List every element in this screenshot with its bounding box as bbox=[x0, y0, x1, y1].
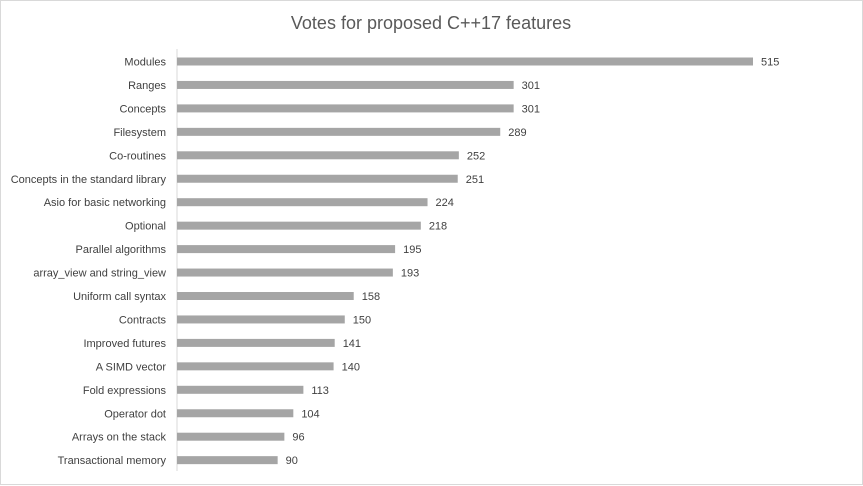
bar-14 bbox=[177, 385, 304, 394]
bar-13 bbox=[177, 362, 334, 371]
bars-group bbox=[177, 57, 753, 465]
category-label-0: Modules bbox=[124, 57, 166, 69]
bar-16 bbox=[177, 432, 285, 441]
category-label-10: Uniform call syntax bbox=[73, 291, 166, 303]
bar-0 bbox=[177, 57, 753, 66]
value-label-1: 301 bbox=[522, 80, 540, 92]
category-label-15: Operator dot bbox=[104, 408, 166, 420]
bar-9 bbox=[177, 268, 393, 277]
category-label-2: Concepts bbox=[120, 103, 167, 115]
category-label-13: A SIMD vector bbox=[96, 361, 167, 373]
value-label-16: 96 bbox=[292, 432, 304, 444]
category-label-1: Ranges bbox=[128, 80, 166, 92]
value-label-14: 113 bbox=[311, 385, 329, 397]
chart-title: Votes for proposed C++17 features bbox=[291, 13, 571, 33]
category-labels-group: Modules Ranges Concepts Filesystem Co-routin… bbox=[11, 57, 167, 468]
bar-2 bbox=[177, 104, 514, 113]
category-label-14: Fold expressions bbox=[83, 385, 167, 397]
value-label-3: 289 bbox=[508, 127, 526, 139]
value-label-7: 218 bbox=[429, 221, 447, 233]
value-label-11: 150 bbox=[353, 314, 371, 326]
category-label-8: Parallel algorithms bbox=[76, 244, 167, 256]
value-label-13: 140 bbox=[342, 361, 360, 373]
value-label-10: 158 bbox=[362, 291, 380, 303]
bar-11 bbox=[177, 315, 345, 324]
bar-7 bbox=[177, 221, 421, 230]
value-label-12: 141 bbox=[343, 338, 361, 350]
category-label-11: Contracts bbox=[119, 314, 167, 326]
category-label-7: Optional bbox=[125, 221, 166, 233]
bar-5 bbox=[177, 174, 458, 183]
category-label-3: Filesystem bbox=[113, 127, 166, 139]
value-label-0: 515 bbox=[761, 57, 779, 69]
category-label-4: Co-routines bbox=[109, 150, 166, 162]
category-label-6: Asio for basic networking bbox=[44, 197, 166, 209]
bar-10 bbox=[177, 292, 354, 300]
value-label-2: 301 bbox=[522, 103, 540, 115]
value-label-4: 252 bbox=[467, 150, 485, 162]
category-label-16: Arrays on the stack bbox=[72, 432, 167, 444]
bar-12 bbox=[177, 338, 335, 347]
category-label-17: Transactional memory bbox=[58, 455, 167, 467]
value-label-5: 251 bbox=[466, 174, 484, 186]
value-label-17: 90 bbox=[286, 455, 298, 467]
bar-17 bbox=[177, 456, 278, 465]
bar-8 bbox=[177, 245, 396, 254]
category-label-9: array_view and string_view bbox=[33, 268, 166, 280]
category-label-5: Concepts in the standard library bbox=[11, 174, 167, 186]
bar-1 bbox=[177, 80, 514, 89]
value-labels-group: 515 301 301 289 252 251 224 218 195 193 158 150 141 1… bbox=[286, 57, 780, 468]
value-label-15: 104 bbox=[301, 408, 319, 420]
bar-4 bbox=[177, 151, 459, 160]
bar-3 bbox=[177, 127, 501, 136]
category-label-12: Improved futures bbox=[83, 338, 166, 350]
value-label-6: 224 bbox=[436, 197, 454, 209]
bar-15 bbox=[177, 409, 294, 418]
bar-6 bbox=[177, 198, 428, 207]
value-label-9: 193 bbox=[401, 268, 419, 280]
value-label-8: 195 bbox=[403, 244, 421, 256]
